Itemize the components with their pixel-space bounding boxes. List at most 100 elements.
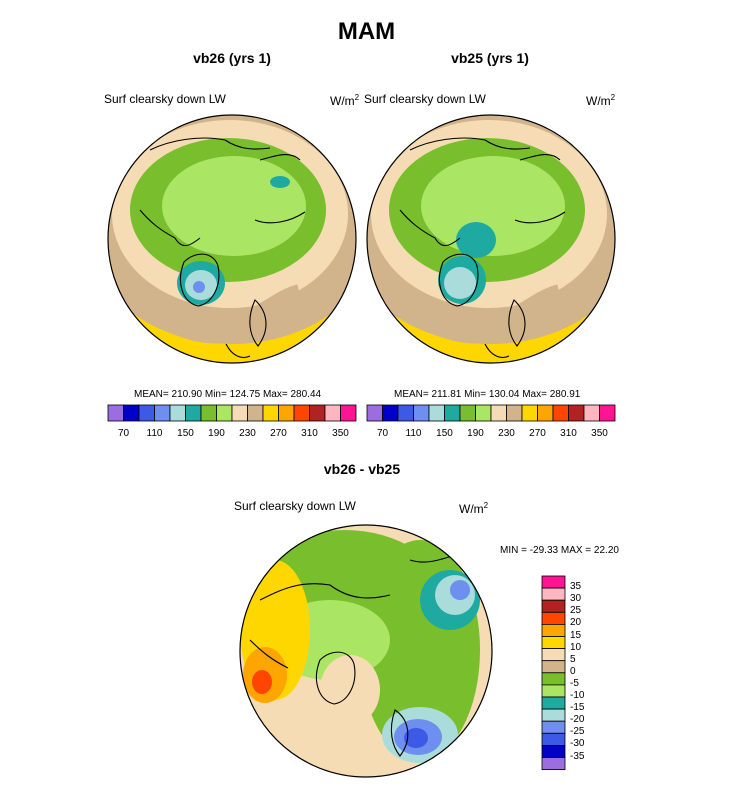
- coastlines-diff: [249, 554, 456, 757]
- colorbar-box-14: [324, 404, 341, 422]
- variable-label-diff: Surf clearsky down LW: [234, 499, 356, 513]
- colorbar-tick-label: 350: [332, 428, 349, 439]
- colorbar-tick-label: 230: [239, 428, 256, 439]
- colorbar-tick-label: 20: [570, 617, 582, 629]
- colorbar-box-11: [278, 404, 295, 422]
- coastlines-vb25: [399, 137, 566, 359]
- colorbar-tick-label: 25: [570, 605, 582, 617]
- colorbar-box-5: [541, 696, 566, 710]
- field-greenland-150: [444, 267, 476, 299]
- panel-title-vb25: vb25 (yrs 1): [451, 50, 529, 66]
- colorbar-tick-label: -35: [570, 750, 585, 762]
- field-band-190: [421, 156, 565, 256]
- colorbar-box-7: [475, 404, 492, 422]
- colorbar-tick-label: 350: [591, 428, 608, 439]
- colorbar-box-4: [428, 404, 445, 422]
- field-atlantic-band: [380, 278, 564, 344]
- stats-vb25: MEAN= 211.81 Min= 130.04 Max= 280.91: [394, 389, 581, 400]
- colorbar-box-4: [169, 404, 186, 422]
- field-spot-170: [270, 176, 290, 188]
- map-border-vb25: [366, 114, 616, 364]
- colorbar-tick-label: 30: [570, 593, 582, 605]
- colorbar-box-13: [541, 599, 566, 613]
- stats-diff: MIN = -29.33 MAX = 22.20: [500, 545, 619, 556]
- colorbar-tick-label: 270: [529, 428, 546, 439]
- colorbar-tick-label: 70: [117, 428, 130, 439]
- colorbar-tick-label: 0: [570, 665, 576, 677]
- colorbar-tick-label: 10: [570, 641, 582, 653]
- colorbar-vb25: [366, 404, 616, 422]
- colorbar-box-11: [541, 624, 566, 637]
- colorbar-tick-label: 15: [570, 629, 582, 641]
- field-band-neg25-to-neg20: [450, 580, 470, 600]
- field-atlantic-band: [120, 278, 304, 344]
- colorbar-box-3: [413, 404, 430, 422]
- map-border-diff: [239, 524, 493, 778]
- map-diff: [240, 525, 492, 777]
- colorbar-box-9: [506, 404, 523, 422]
- colorbar-box-7: [216, 404, 233, 422]
- variable-label-vb25: Surf clearsky down LW: [364, 92, 486, 106]
- coastlines-vb26: [139, 137, 306, 359]
- panel-title-diff: vb26 - vb25: [323, 461, 401, 477]
- colorbar-box-1: [541, 745, 566, 758]
- colorbar-tick-label: 150: [177, 428, 194, 439]
- colorbar-box-0: [541, 757, 566, 771]
- field-band-neg30-to-neg25-south: [404, 728, 428, 748]
- colorbar-box-2: [397, 404, 414, 422]
- colorbar-box-7: [541, 672, 566, 686]
- field-greenland-130: [193, 281, 205, 293]
- colorbar-box-6: [541, 684, 566, 698]
- colorbar-box-8: [541, 660, 566, 674]
- figure-title: MAM: [337, 18, 396, 45]
- colorbar-box-0: [107, 404, 124, 422]
- colorbar-tick-label: 190: [208, 428, 225, 439]
- map-border-vb26: [107, 114, 357, 364]
- colorbar-tick-label: 310: [560, 428, 577, 439]
- field-band-5to10-center: [320, 655, 380, 725]
- variable-label-vb26: Surf clearsky down LW: [104, 92, 226, 106]
- field-band-190: [162, 156, 306, 256]
- colorbar-box-3: [541, 720, 566, 734]
- colorbar-tick-label: -15: [570, 702, 585, 714]
- units-label-vb26: W/m2: [330, 93, 360, 108]
- colorbar-box-10: [262, 404, 279, 422]
- units-label-vb25: W/m2: [586, 93, 616, 108]
- colorbar-box-4: [541, 708, 566, 722]
- colorbar-box-12: [541, 611, 566, 625]
- colorbar-diff: [541, 575, 566, 771]
- colorbar-box-15: [541, 575, 566, 589]
- colorbar-box-15: [599, 404, 616, 422]
- colorbar-box-15: [340, 404, 357, 422]
- colorbar-box-6: [459, 404, 476, 422]
- field-spot-170: [456, 222, 496, 258]
- colorbar-tick-label: 5: [570, 653, 576, 665]
- colorbar-box-3: [154, 404, 171, 422]
- colorbar-tick-label: -20: [570, 714, 585, 726]
- colorbar-box-12: [552, 404, 569, 422]
- colorbar-tick-label: 110: [405, 428, 422, 439]
- colorbar-box-9: [247, 404, 264, 422]
- colorbar-tick-label: -5: [570, 677, 579, 689]
- colorbar-tick-label: 230: [498, 428, 515, 439]
- colorbar-tick-label: -30: [570, 738, 585, 750]
- colorbar-tick-label: 150: [436, 428, 453, 439]
- colorbar-box-13: [309, 404, 326, 422]
- colorbar-box-8: [231, 404, 248, 422]
- colorbar-box-5: [444, 404, 461, 422]
- stats-vb26: MEAN= 210.90 Min= 124.75 Max= 280.44: [134, 389, 322, 400]
- colorbar-tick-label: 270: [270, 428, 287, 439]
- map-vb26: [108, 115, 356, 363]
- colorbar-box-5: [185, 404, 202, 422]
- colorbar-tick-label: 35: [570, 581, 582, 593]
- colorbar-vb26: [107, 404, 357, 422]
- colorbar-box-10: [521, 404, 538, 422]
- colorbar-tick-label: 110: [146, 428, 163, 439]
- colorbar-box-1: [382, 404, 399, 422]
- colorbar-box-1: [123, 404, 140, 422]
- colorbar-box-6: [200, 404, 217, 422]
- colorbar-tick-label: 70: [376, 428, 389, 439]
- colorbar-tick-label: 190: [467, 428, 484, 439]
- colorbar-box-13: [568, 404, 585, 422]
